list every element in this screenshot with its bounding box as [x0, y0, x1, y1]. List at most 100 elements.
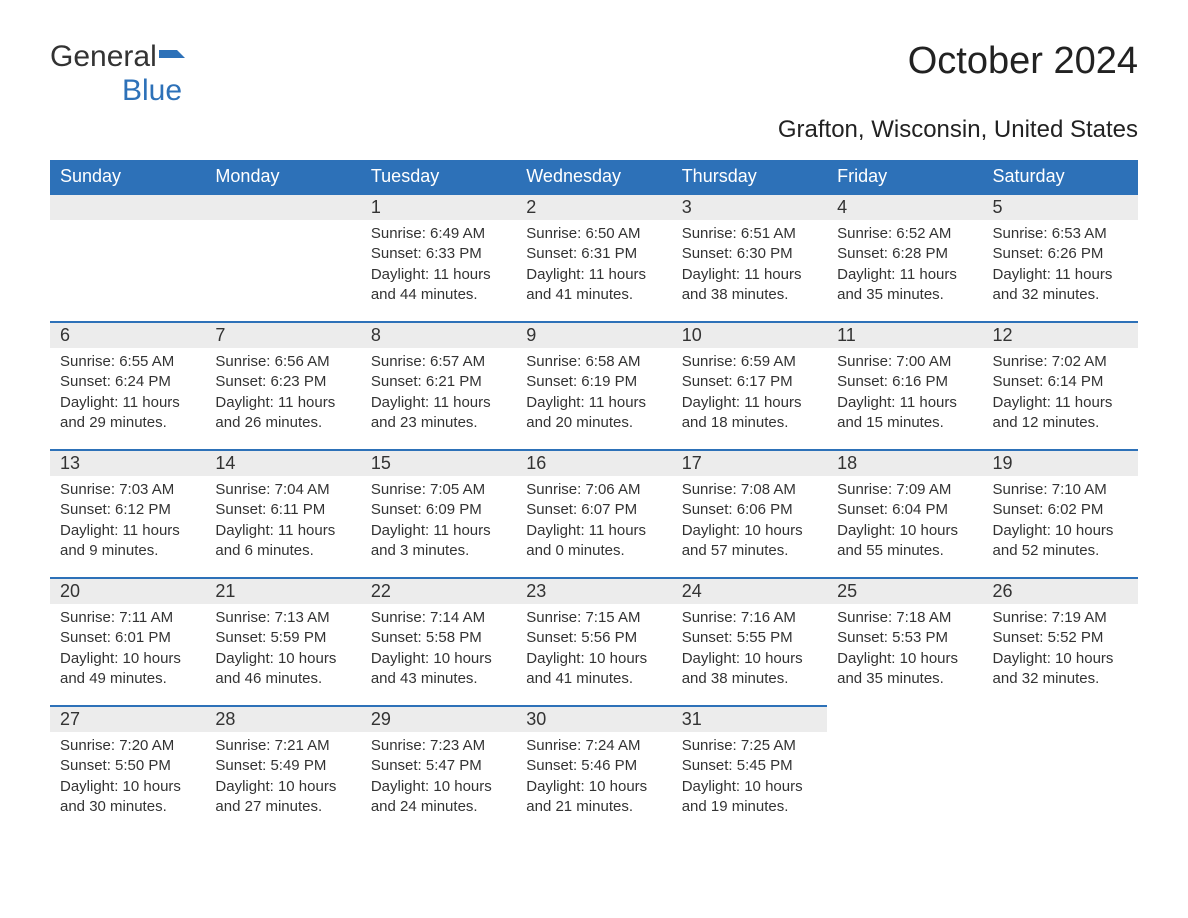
day-number: 26 — [983, 579, 1138, 604]
sunset-line: Sunset: 5:52 PM — [993, 628, 1128, 648]
sunrise-line: Sunrise: 7:09 AM — [837, 480, 972, 500]
sunset-line: Sunset: 6:11 PM — [215, 500, 350, 520]
daylight-line: Daylight: 10 hours and 43 minutes. — [371, 649, 506, 690]
calendar-day: 9Sunrise: 6:58 AMSunset: 6:19 PMDaylight… — [516, 321, 671, 449]
daylight-line: Daylight: 10 hours and 41 minutes. — [526, 649, 661, 690]
calendar-day: 26Sunrise: 7:19 AMSunset: 5:52 PMDayligh… — [983, 577, 1138, 705]
daylight-line: Daylight: 11 hours and 29 minutes. — [60, 393, 195, 434]
day-details: Sunrise: 7:04 AMSunset: 6:11 PMDaylight:… — [205, 476, 360, 569]
day-details: Sunrise: 6:59 AMSunset: 6:17 PMDaylight:… — [672, 348, 827, 441]
calendar-day: 10Sunrise: 6:59 AMSunset: 6:17 PMDayligh… — [672, 321, 827, 449]
sunset-line: Sunset: 5:55 PM — [682, 628, 817, 648]
daylight-line: Daylight: 11 hours and 44 minutes. — [371, 265, 506, 306]
sunset-line: Sunset: 6:30 PM — [682, 244, 817, 264]
header: General Blue October 2024 — [50, 40, 1138, 108]
sunset-line: Sunset: 6:04 PM — [837, 500, 972, 520]
day-number: 28 — [205, 707, 360, 732]
calendar-day: 20Sunrise: 7:11 AMSunset: 6:01 PMDayligh… — [50, 577, 205, 705]
sunset-line: Sunset: 6:19 PM — [526, 372, 661, 392]
sunrise-line: Sunrise: 7:03 AM — [60, 480, 195, 500]
daylight-line: Daylight: 11 hours and 18 minutes. — [682, 393, 817, 434]
sunset-line: Sunset: 5:45 PM — [682, 756, 817, 776]
daylight-line: Daylight: 10 hours and 27 minutes. — [215, 777, 350, 818]
day-details: Sunrise: 7:14 AMSunset: 5:58 PMDaylight:… — [361, 604, 516, 697]
sunset-line: Sunset: 6:14 PM — [993, 372, 1128, 392]
day-details: Sunrise: 6:49 AMSunset: 6:33 PMDaylight:… — [361, 220, 516, 313]
calendar-day: 7Sunrise: 6:56 AMSunset: 6:23 PMDaylight… — [205, 321, 360, 449]
daylight-line: Daylight: 11 hours and 15 minutes. — [837, 393, 972, 434]
daylight-line: Daylight: 10 hours and 55 minutes. — [837, 521, 972, 562]
sunset-line: Sunset: 6:12 PM — [60, 500, 195, 520]
sunrise-line: Sunrise: 6:57 AM — [371, 352, 506, 372]
calendar-day: 11Sunrise: 7:00 AMSunset: 6:16 PMDayligh… — [827, 321, 982, 449]
sunrise-line: Sunrise: 7:25 AM — [682, 736, 817, 756]
day-number: 31 — [672, 707, 827, 732]
sunrise-line: Sunrise: 7:05 AM — [371, 480, 506, 500]
logo-flag-icon — [159, 40, 185, 74]
day-details: Sunrise: 7:21 AMSunset: 5:49 PMDaylight:… — [205, 732, 360, 825]
daylight-line: Daylight: 11 hours and 26 minutes. — [215, 393, 350, 434]
day-number: 21 — [205, 579, 360, 604]
calendar-day: 30Sunrise: 7:24 AMSunset: 5:46 PMDayligh… — [516, 705, 671, 833]
day-number: 15 — [361, 451, 516, 476]
sunset-line: Sunset: 6:28 PM — [837, 244, 972, 264]
calendar-day: 8Sunrise: 6:57 AMSunset: 6:21 PMDaylight… — [361, 321, 516, 449]
day-details: Sunrise: 7:25 AMSunset: 5:45 PMDaylight:… — [672, 732, 827, 825]
calendar-day: 31Sunrise: 7:25 AMSunset: 5:45 PMDayligh… — [672, 705, 827, 833]
sunset-line: Sunset: 6:09 PM — [371, 500, 506, 520]
sunrise-line: Sunrise: 7:11 AM — [60, 608, 195, 628]
calendar-day: 13Sunrise: 7:03 AMSunset: 6:12 PMDayligh… — [50, 449, 205, 577]
calendar-day: 17Sunrise: 7:08 AMSunset: 6:06 PMDayligh… — [672, 449, 827, 577]
day-number: 19 — [983, 451, 1138, 476]
sunrise-line: Sunrise: 7:10 AM — [993, 480, 1128, 500]
sunrise-line: Sunrise: 7:24 AM — [526, 736, 661, 756]
weekday-header: Wednesday — [516, 160, 671, 193]
daylight-line: Daylight: 11 hours and 32 minutes. — [993, 265, 1128, 306]
sunrise-line: Sunrise: 7:08 AM — [682, 480, 817, 500]
calendar-day: 6Sunrise: 6:55 AMSunset: 6:24 PMDaylight… — [50, 321, 205, 449]
day-number: 27 — [50, 707, 205, 732]
daylight-line: Daylight: 11 hours and 6 minutes. — [215, 521, 350, 562]
daylight-line: Daylight: 11 hours and 12 minutes. — [993, 393, 1128, 434]
calendar-week: 20Sunrise: 7:11 AMSunset: 6:01 PMDayligh… — [50, 577, 1138, 705]
day-details: Sunrise: 7:13 AMSunset: 5:59 PMDaylight:… — [205, 604, 360, 697]
sunrise-line: Sunrise: 6:59 AM — [682, 352, 817, 372]
sunset-line: Sunset: 6:02 PM — [993, 500, 1128, 520]
sunset-line: Sunset: 5:49 PM — [215, 756, 350, 776]
sunrise-line: Sunrise: 7:21 AM — [215, 736, 350, 756]
sunrise-line: Sunrise: 6:50 AM — [526, 224, 661, 244]
sunset-line: Sunset: 5:58 PM — [371, 628, 506, 648]
daylight-line: Daylight: 11 hours and 38 minutes. — [682, 265, 817, 306]
weekday-header-row: SundayMondayTuesdayWednesdayThursdayFrid… — [50, 160, 1138, 193]
day-number: 8 — [361, 323, 516, 348]
day-number: 3 — [672, 195, 827, 220]
daylight-line: Daylight: 10 hours and 30 minutes. — [60, 777, 195, 818]
calendar-day: 5Sunrise: 6:53 AMSunset: 6:26 PMDaylight… — [983, 193, 1138, 321]
day-details: Sunrise: 7:24 AMSunset: 5:46 PMDaylight:… — [516, 732, 671, 825]
daylight-line: Daylight: 11 hours and 23 minutes. — [371, 393, 506, 434]
calendar-empty-day — [983, 705, 1138, 833]
sunset-line: Sunset: 6:26 PM — [993, 244, 1128, 264]
calendar-week: 1Sunrise: 6:49 AMSunset: 6:33 PMDaylight… — [50, 193, 1138, 321]
day-details: Sunrise: 6:58 AMSunset: 6:19 PMDaylight:… — [516, 348, 671, 441]
calendar-week: 27Sunrise: 7:20 AMSunset: 5:50 PMDayligh… — [50, 705, 1138, 833]
calendar-day: 14Sunrise: 7:04 AMSunset: 6:11 PMDayligh… — [205, 449, 360, 577]
logo: General Blue — [50, 40, 185, 108]
sunrise-line: Sunrise: 7:02 AM — [993, 352, 1128, 372]
sunrise-line: Sunrise: 7:13 AM — [215, 608, 350, 628]
sunset-line: Sunset: 6:16 PM — [837, 372, 972, 392]
daylight-line: Daylight: 10 hours and 46 minutes. — [215, 649, 350, 690]
day-details: Sunrise: 7:20 AMSunset: 5:50 PMDaylight:… — [50, 732, 205, 825]
day-details: Sunrise: 7:03 AMSunset: 6:12 PMDaylight:… — [50, 476, 205, 569]
sunset-line: Sunset: 5:46 PM — [526, 756, 661, 776]
day-number: 17 — [672, 451, 827, 476]
day-number: 25 — [827, 579, 982, 604]
day-details: Sunrise: 7:02 AMSunset: 6:14 PMDaylight:… — [983, 348, 1138, 441]
day-number: 20 — [50, 579, 205, 604]
day-details: Sunrise: 6:52 AMSunset: 6:28 PMDaylight:… — [827, 220, 982, 313]
day-details: Sunrise: 6:56 AMSunset: 6:23 PMDaylight:… — [205, 348, 360, 441]
sunrise-line: Sunrise: 6:53 AM — [993, 224, 1128, 244]
day-details: Sunrise: 6:51 AMSunset: 6:30 PMDaylight:… — [672, 220, 827, 313]
daylight-line: Daylight: 10 hours and 35 minutes. — [837, 649, 972, 690]
sunrise-line: Sunrise: 7:20 AM — [60, 736, 195, 756]
